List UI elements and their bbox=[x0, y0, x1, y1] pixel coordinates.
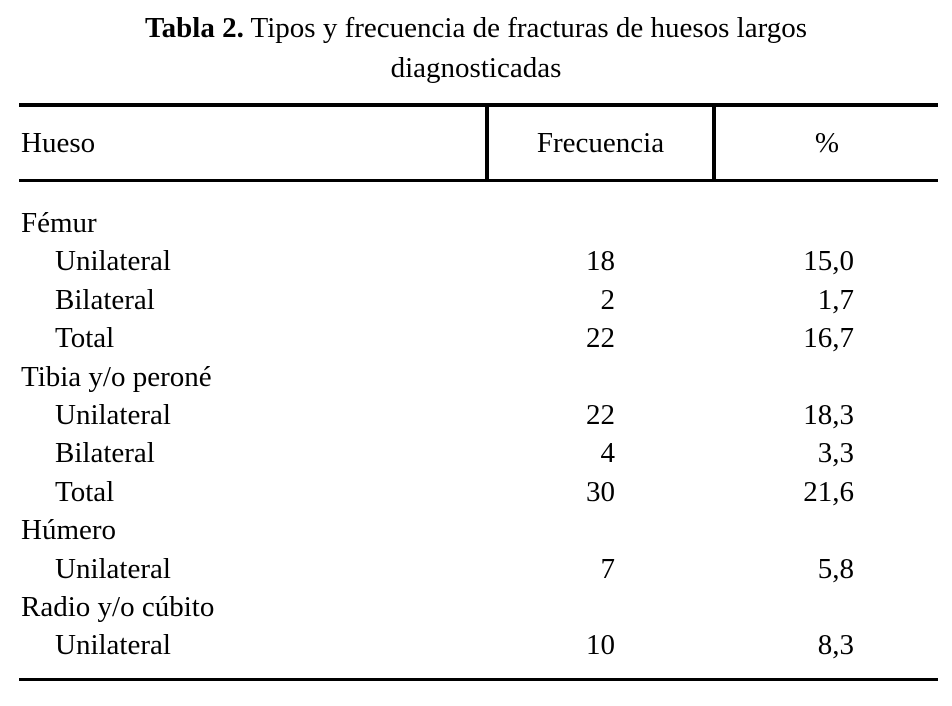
table-caption: Tabla 2. Tipos y frecuencia de fracturas… bbox=[0, 0, 952, 88]
row-label: Total bbox=[55, 322, 115, 355]
row-percent: 1,7 bbox=[817, 283, 854, 316]
table-row-femur: Fémur bbox=[19, 204, 938, 242]
table-row-humero-unilateral: Unilateral 7 5,8 bbox=[19, 550, 938, 588]
row-percent: 8,3 bbox=[817, 629, 854, 662]
caption-line-1: Tabla 2. Tipos y frecuencia de fracturas… bbox=[0, 8, 952, 48]
row-frequency: 18 bbox=[586, 245, 615, 278]
row-frequency: 7 bbox=[600, 552, 616, 585]
row-label: Tibia y/o peroné bbox=[21, 360, 212, 393]
row-percent bbox=[712, 204, 938, 242]
row-percent: 3,3 bbox=[817, 437, 854, 470]
table-header-row: Hueso Frecuencia % bbox=[19, 103, 938, 182]
row-frequency bbox=[485, 588, 712, 626]
row-percent: 18,3 bbox=[803, 398, 854, 431]
row-percent: 5,8 bbox=[817, 552, 854, 585]
row-frequency bbox=[485, 204, 712, 242]
table-row-tibia-total: Total 30 21,6 bbox=[19, 473, 938, 511]
row-percent bbox=[712, 511, 938, 549]
table-row-tibia-perone: Tibia y/o peroné bbox=[19, 358, 938, 396]
row-label: Bilateral bbox=[55, 437, 155, 470]
row-frequency: 30 bbox=[586, 475, 615, 508]
table-row-femur-bilateral: Bilateral 2 1,7 bbox=[19, 281, 938, 319]
row-label: Húmero bbox=[21, 514, 117, 547]
column-header-percent: % bbox=[712, 107, 938, 179]
row-label: Unilateral bbox=[55, 245, 171, 278]
row-percent: 15,0 bbox=[803, 245, 854, 278]
row-frequency: 4 bbox=[600, 437, 616, 470]
caption-text: Tipos y frecuencia de fracturas de hueso… bbox=[243, 12, 808, 44]
table-row-tibia-bilateral: Bilateral 4 3,3 bbox=[19, 434, 938, 472]
row-label: Unilateral bbox=[55, 629, 171, 662]
row-percent: 21,6 bbox=[803, 475, 854, 508]
caption-line-2: diagnosticadas bbox=[390, 52, 562, 84]
row-label: Bilateral bbox=[55, 283, 155, 316]
row-frequency: 10 bbox=[586, 629, 615, 662]
row-frequency bbox=[485, 358, 712, 396]
table-row-tibia-unilateral: Unilateral 22 18,3 bbox=[19, 396, 938, 434]
table-row-femur-unilateral: Unilateral 18 15,0 bbox=[19, 242, 938, 280]
row-label: Radio y/o cúbito bbox=[21, 590, 215, 623]
data-table: Hueso Frecuencia % Fémur Unilateral 18 1… bbox=[19, 103, 938, 681]
row-frequency: 22 bbox=[586, 322, 615, 355]
column-header-hueso: Hueso bbox=[21, 126, 96, 159]
row-frequency: 2 bbox=[600, 283, 616, 316]
row-percent bbox=[712, 588, 938, 626]
row-label: Total bbox=[55, 475, 115, 508]
row-label: Fémur bbox=[21, 207, 97, 239]
row-label: Unilateral bbox=[55, 398, 171, 431]
table-body: Fémur Unilateral 18 15,0 Bilateral 2 1,7… bbox=[19, 182, 938, 681]
column-header-frecuencia: Frecuencia bbox=[485, 107, 712, 179]
table-row-humero: Húmero bbox=[19, 511, 938, 549]
caption-table-number: Tabla 2. bbox=[144, 12, 244, 44]
table-row-radio-cubito: Radio y/o cúbito bbox=[19, 588, 938, 626]
table-row-radio-unilateral: Unilateral 10 8,3 bbox=[19, 626, 938, 664]
row-percent: 16,7 bbox=[803, 322, 854, 355]
row-frequency bbox=[485, 511, 712, 549]
row-label: Unilateral bbox=[55, 552, 171, 585]
row-percent bbox=[712, 358, 938, 396]
row-frequency: 22 bbox=[586, 398, 615, 431]
table-row-femur-total: Total 22 16,7 bbox=[19, 319, 938, 357]
